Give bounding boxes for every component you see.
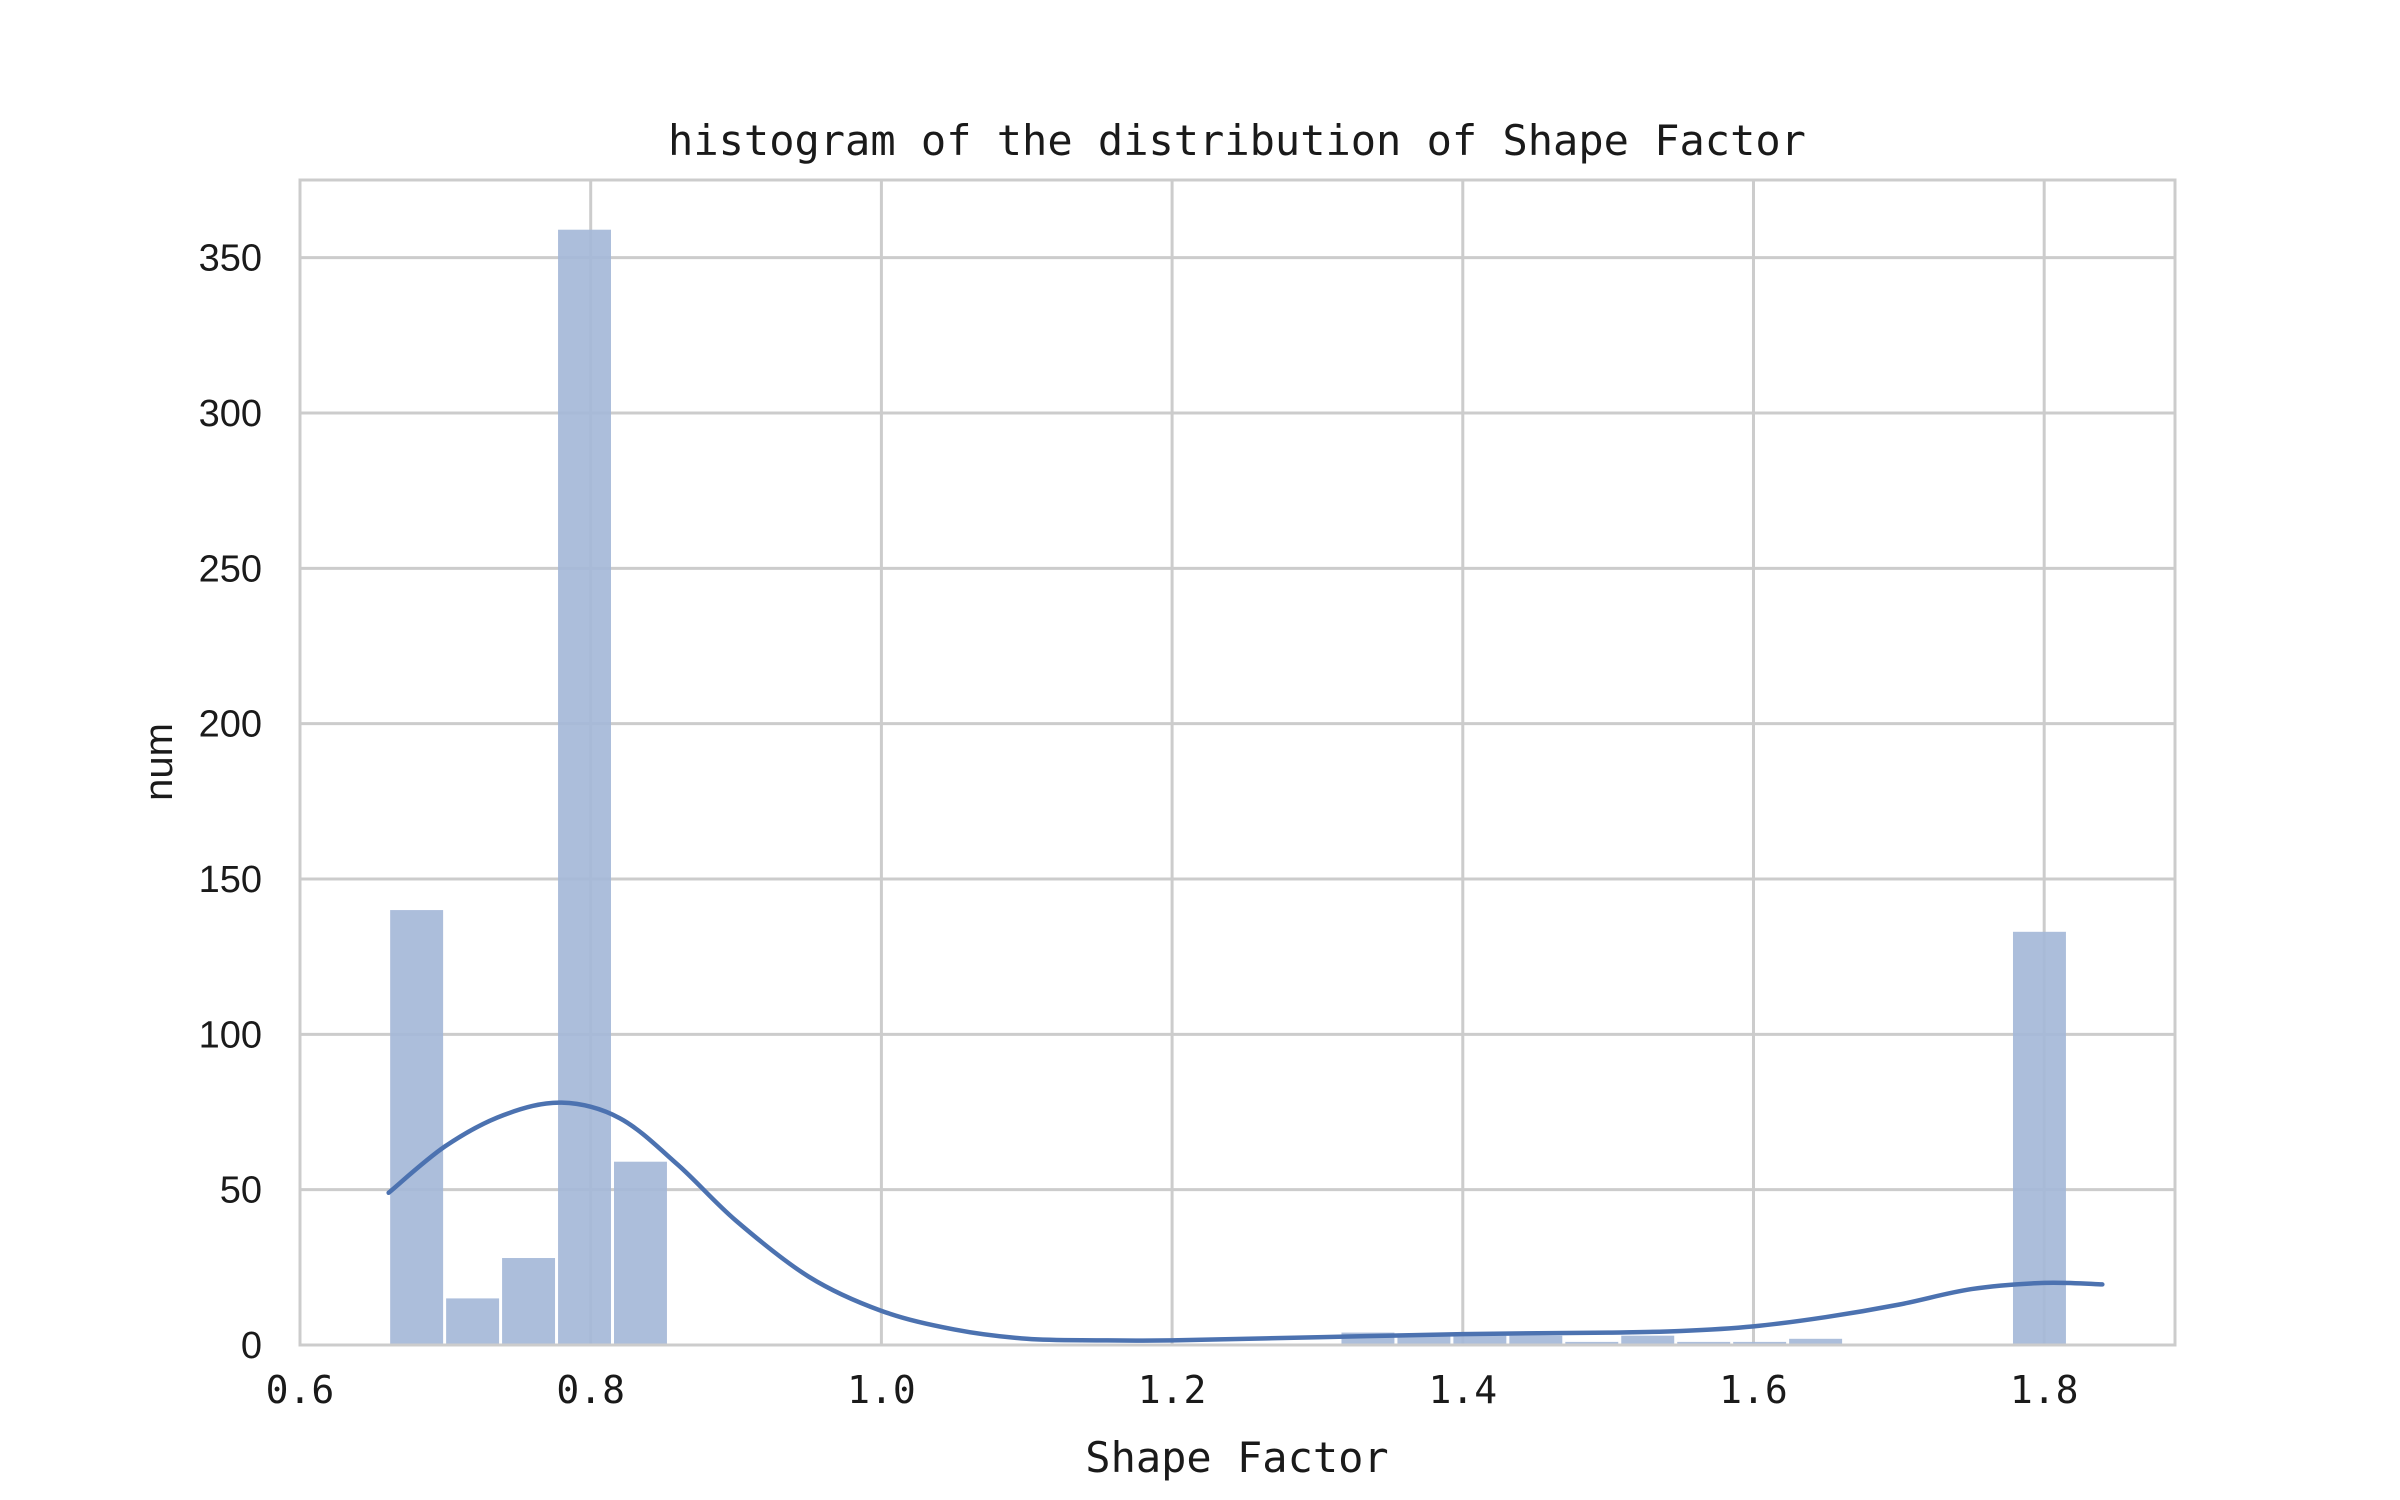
histogram-bar bbox=[390, 910, 444, 1345]
y-tick-label: 300 bbox=[199, 393, 262, 435]
y-tick-label: 50 bbox=[220, 1170, 262, 1212]
x-tick-label: 0.6 bbox=[266, 1368, 335, 1412]
x-tick-label: 1.4 bbox=[1428, 1368, 1497, 1412]
y-tick-label: 100 bbox=[199, 1014, 262, 1056]
histogram-bar bbox=[1677, 1341, 1731, 1345]
x-tick-label: 1.8 bbox=[2010, 1368, 2079, 1412]
histogram-bar bbox=[1621, 1335, 1675, 1345]
histogram-bar bbox=[1509, 1335, 1563, 1345]
y-tick-label: 200 bbox=[199, 704, 262, 746]
y-tick-labels: 0 50 100 150 200 250 300 350 bbox=[199, 238, 262, 1367]
histogram-bar bbox=[1397, 1335, 1451, 1345]
histogram-bar bbox=[2012, 931, 2066, 1345]
x-tick-label: 0.8 bbox=[556, 1368, 625, 1412]
y-tick-label: 0 bbox=[241, 1325, 262, 1367]
y-tick-label: 250 bbox=[199, 548, 262, 590]
histogram-bar bbox=[1565, 1341, 1619, 1345]
x-tick-labels: 0.6 0.8 1.0 1.2 1.4 1.6 1.8 bbox=[266, 1368, 2079, 1412]
plot-frame bbox=[298, 178, 2177, 1347]
histogram-bar bbox=[1453, 1335, 1507, 1345]
histogram-bar bbox=[558, 229, 611, 1345]
histogram-bar bbox=[1789, 1338, 1843, 1345]
plot-background bbox=[300, 180, 2175, 1345]
kde-curve bbox=[386, 1100, 2105, 1343]
chart-title: histogram of the distribution of Shape F… bbox=[668, 116, 1806, 165]
x-tick-label: 1.6 bbox=[1719, 1368, 1788, 1412]
histogram-bar bbox=[1733, 1341, 1787, 1345]
y-tick-label: 350 bbox=[199, 238, 262, 280]
x-tick-label: 1.0 bbox=[847, 1368, 916, 1412]
y-axis-label: num bbox=[137, 723, 181, 801]
histogram-bars bbox=[390, 229, 2066, 1345]
x-tick-label: 1.2 bbox=[1138, 1368, 1207, 1412]
x-axis-label: Shape Factor bbox=[1085, 1433, 1388, 1482]
histogram-bar bbox=[614, 1161, 667, 1345]
histogram-bar bbox=[502, 1258, 556, 1345]
histogram-bar bbox=[446, 1298, 500, 1345]
y-tick-label: 150 bbox=[199, 859, 262, 901]
